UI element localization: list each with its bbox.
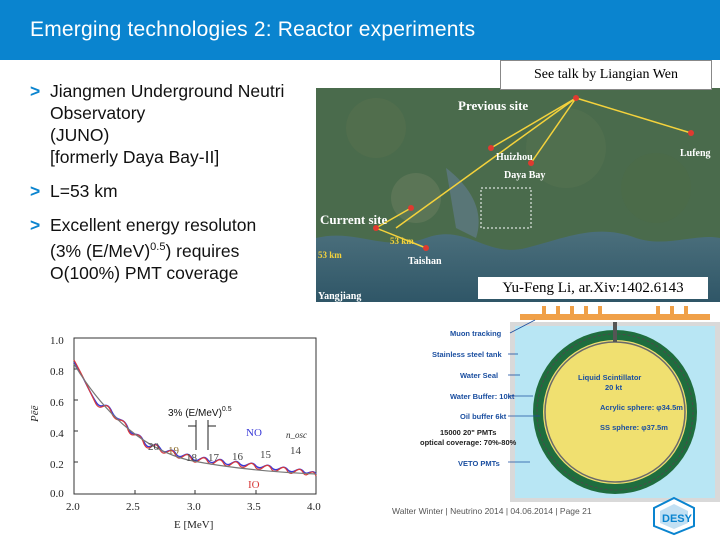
- nosc-number: 18: [186, 452, 198, 464]
- bullet-line: [formerly Daya Bay-II]: [50, 147, 220, 167]
- ytick-label: 1.0: [50, 335, 64, 347]
- bullet-baseline: > L=53 km: [30, 180, 330, 202]
- bullet-line: (JUNO): [50, 125, 110, 145]
- slide-footer: Walter Winter | Neutrino 2014 | 04.06.20…: [392, 506, 592, 516]
- xtick-label: 4.0: [307, 501, 321, 513]
- ytick-label: 0.8: [50, 366, 64, 378]
- bullet-line: L=53 km: [50, 181, 118, 201]
- nosc-number: 17: [208, 452, 220, 464]
- bullet-list: > Jiangmen Underground Neutri Observator…: [30, 80, 330, 296]
- nosc-number: 15: [260, 449, 272, 461]
- nosc-number: 20: [148, 441, 160, 453]
- detector-label: Oil buffer 6kt: [460, 412, 507, 421]
- bullet-line: (3% (E/MeV)0.5) requires: [50, 236, 330, 262]
- detector-inner-label: SS sphere: φ37.5m: [600, 423, 668, 432]
- map-label-53km-a: 53 km: [390, 236, 414, 246]
- detector-label: optical coverage: 70%-80%: [420, 438, 517, 447]
- xtick-label: 2.0: [66, 501, 80, 513]
- nosc-number: 16: [232, 451, 244, 463]
- detector-label: Stainless steel tank: [432, 350, 502, 359]
- bullet-line: Observatory: [50, 103, 146, 123]
- detector-diagram: Muon tracking Stainless steel tank Water…: [400, 302, 720, 502]
- satellite-map: Previous site Huizhou Lufeng Daya Bay Cu…: [316, 88, 720, 302]
- bullet-text: ) requires: [165, 241, 240, 261]
- probability-plot: 1.0 0.8 0.6 0.4 0.2 0.0 2.0 2.5 3.0 3.5 …: [28, 320, 328, 535]
- xtick-label: 3.0: [187, 501, 201, 513]
- xtick-label: 3.5: [247, 501, 261, 513]
- bullet-arrow-icon: >: [30, 81, 41, 101]
- detector-inner-label: Liquid Scintillator: [578, 373, 641, 382]
- desy-logo-icon: DESY: [653, 496, 695, 536]
- bullet-text: (3% (E/MeV): [50, 241, 151, 261]
- see-talk-box: See talk by Liangian Wen: [500, 60, 712, 90]
- bullet-resolution: > Excellent energy resoluton (3% (E/MeV)…: [30, 214, 330, 284]
- bullet-line: Jiangmen Underground Neutri: [50, 81, 285, 101]
- ytick-label: 0.6: [50, 397, 64, 409]
- slide-title: Emerging technologies 2: Reactor experim…: [30, 18, 476, 41]
- map-label-taishan: Taishan: [408, 256, 442, 267]
- detector-label: Water Buffer: 10kt: [450, 392, 515, 401]
- map-label-53km-b: 53 km: [318, 250, 342, 260]
- resolution-label: 3% (E/MeV)0.5: [168, 406, 232, 419]
- ytick-label: 0.4: [50, 428, 64, 440]
- plot-ylabel: Pēē: [29, 405, 41, 423]
- xtick-label: 2.5: [126, 501, 140, 513]
- desy-logo: DESY: [650, 496, 698, 536]
- label-no: NO: [246, 427, 262, 439]
- map-label-yangjiang: Yangjiang: [318, 291, 361, 302]
- bullet-exponent: 0.5: [150, 241, 166, 253]
- bullet-arrow-icon: >: [30, 181, 41, 201]
- bullet-juno: > Jiangmen Underground Neutri Observator…: [30, 80, 330, 168]
- plot-xlabel: E [MeV]: [174, 519, 213, 531]
- map-label-daya-bay: Daya Bay: [504, 170, 545, 181]
- nosc-number: 19: [168, 445, 180, 457]
- detector-label: 15000 20" PMTs: [440, 428, 496, 437]
- map-label-previous-site: Previous site: [458, 98, 528, 113]
- bullet-line: O(100%) PMT coverage: [50, 263, 239, 283]
- ytick-label: 0.0: [50, 488, 64, 500]
- plot-svg: 1.0 0.8 0.6 0.4 0.2 0.0 2.0 2.5 3.0 3.5 …: [29, 335, 321, 531]
- nosc-number: 14: [290, 445, 302, 457]
- title-bar: Emerging technologies 2: Reactor experim…: [0, 0, 720, 60]
- label-io: IO: [248, 479, 260, 491]
- map-image: Previous site Huizhou Lufeng Daya Bay Cu…: [316, 88, 720, 302]
- detector-svg: Muon tracking Stainless steel tank Water…: [420, 306, 720, 502]
- map-label-lufeng: Lufeng: [680, 148, 711, 159]
- map-label-current-site: Current site: [320, 212, 388, 227]
- label-nosc: n_osc: [286, 430, 307, 440]
- detector-inner-label: 20 kt: [605, 383, 623, 392]
- detector-label: Water Seal: [460, 371, 498, 380]
- bullet-line: Excellent energy resoluton: [50, 215, 257, 235]
- ytick-label: 0.2: [50, 459, 64, 471]
- detector-label: VETO PMTs: [458, 459, 500, 468]
- map-label-huizhou: Huizhou: [496, 152, 533, 163]
- bullet-arrow-icon: >: [30, 215, 41, 235]
- detector-label: Muon tracking: [450, 329, 502, 338]
- desy-logo-text: DESY: [662, 513, 693, 525]
- map-caption: Yu-Feng Li, ar.Xiv:1402.6143: [478, 277, 708, 299]
- detector-inner-label: Acrylic sphere: φ34.5m: [600, 403, 683, 412]
